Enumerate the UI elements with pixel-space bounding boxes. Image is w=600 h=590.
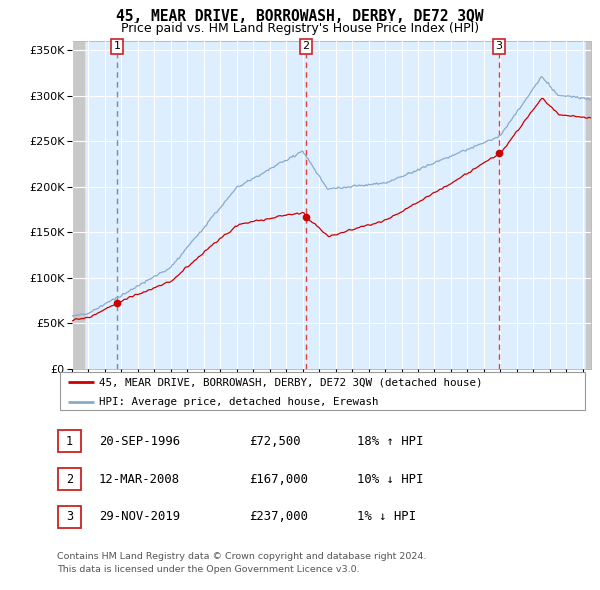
Text: 29-NOV-2019: 29-NOV-2019 xyxy=(99,510,180,523)
Text: £167,000: £167,000 xyxy=(249,473,308,486)
Text: 3: 3 xyxy=(66,510,73,523)
Text: 3: 3 xyxy=(496,41,502,51)
Bar xyxy=(72,41,83,369)
FancyBboxPatch shape xyxy=(58,468,81,490)
FancyBboxPatch shape xyxy=(60,372,585,410)
Text: £237,000: £237,000 xyxy=(249,510,308,523)
Text: Price paid vs. HM Land Registry's House Price Index (HPI): Price paid vs. HM Land Registry's House … xyxy=(121,22,479,35)
Bar xyxy=(586,41,591,369)
Text: 1: 1 xyxy=(113,41,121,51)
Text: 2: 2 xyxy=(66,473,73,486)
Text: 12-MAR-2008: 12-MAR-2008 xyxy=(99,473,180,486)
Text: £72,500: £72,500 xyxy=(249,435,301,448)
Text: 45, MEAR DRIVE, BORROWASH, DERBY, DE72 3QW: 45, MEAR DRIVE, BORROWASH, DERBY, DE72 3… xyxy=(116,9,484,24)
Text: HPI: Average price, detached house, Erewash: HPI: Average price, detached house, Erew… xyxy=(100,396,379,407)
Text: 10% ↓ HPI: 10% ↓ HPI xyxy=(357,473,424,486)
Text: 20-SEP-1996: 20-SEP-1996 xyxy=(99,435,180,448)
Text: 1: 1 xyxy=(66,435,73,448)
FancyBboxPatch shape xyxy=(58,506,81,528)
FancyBboxPatch shape xyxy=(58,430,81,453)
Text: 1% ↓ HPI: 1% ↓ HPI xyxy=(357,510,416,523)
Text: 2: 2 xyxy=(302,41,310,51)
Text: This data is licensed under the Open Government Licence v3.0.: This data is licensed under the Open Gov… xyxy=(57,565,359,574)
Bar xyxy=(586,41,591,369)
Bar xyxy=(72,41,83,369)
Text: 18% ↑ HPI: 18% ↑ HPI xyxy=(357,435,424,448)
Text: 45, MEAR DRIVE, BORROWASH, DERBY, DE72 3QW (detached house): 45, MEAR DRIVE, BORROWASH, DERBY, DE72 3… xyxy=(100,378,483,388)
Text: Contains HM Land Registry data © Crown copyright and database right 2024.: Contains HM Land Registry data © Crown c… xyxy=(57,552,427,562)
